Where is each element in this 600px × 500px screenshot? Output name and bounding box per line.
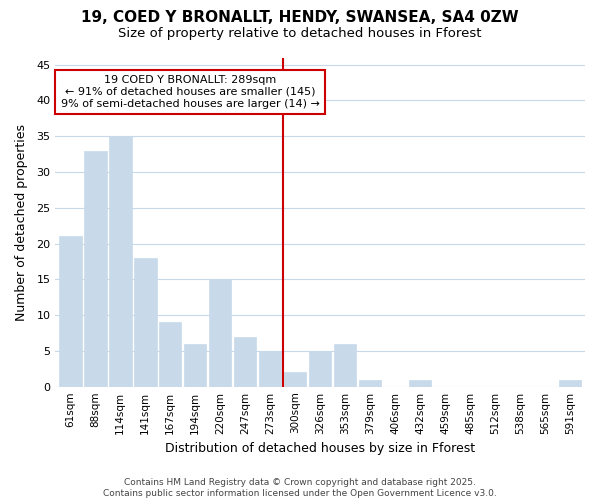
Bar <box>284 372 307 386</box>
Text: Contains HM Land Registry data © Crown copyright and database right 2025.
Contai: Contains HM Land Registry data © Crown c… <box>103 478 497 498</box>
Bar <box>209 280 232 386</box>
Bar <box>359 380 382 386</box>
Bar <box>409 380 431 386</box>
Bar <box>159 322 181 386</box>
Bar <box>234 336 256 386</box>
Text: 19, COED Y BRONALLT, HENDY, SWANSEA, SA4 0ZW: 19, COED Y BRONALLT, HENDY, SWANSEA, SA4… <box>81 10 519 25</box>
Y-axis label: Number of detached properties: Number of detached properties <box>15 124 28 320</box>
Text: 19 COED Y BRONALLT: 289sqm
← 91% of detached houses are smaller (145)
9% of semi: 19 COED Y BRONALLT: 289sqm ← 91% of deta… <box>61 76 320 108</box>
Bar <box>259 351 281 386</box>
Bar <box>84 150 107 386</box>
Bar <box>559 380 581 386</box>
Bar <box>334 344 356 386</box>
Bar <box>109 136 131 386</box>
X-axis label: Distribution of detached houses by size in Fforest: Distribution of detached houses by size … <box>165 442 475 455</box>
Bar <box>184 344 206 386</box>
Bar <box>134 258 157 386</box>
Bar <box>59 236 82 386</box>
Bar <box>309 351 331 386</box>
Text: Size of property relative to detached houses in Fforest: Size of property relative to detached ho… <box>118 28 482 40</box>
